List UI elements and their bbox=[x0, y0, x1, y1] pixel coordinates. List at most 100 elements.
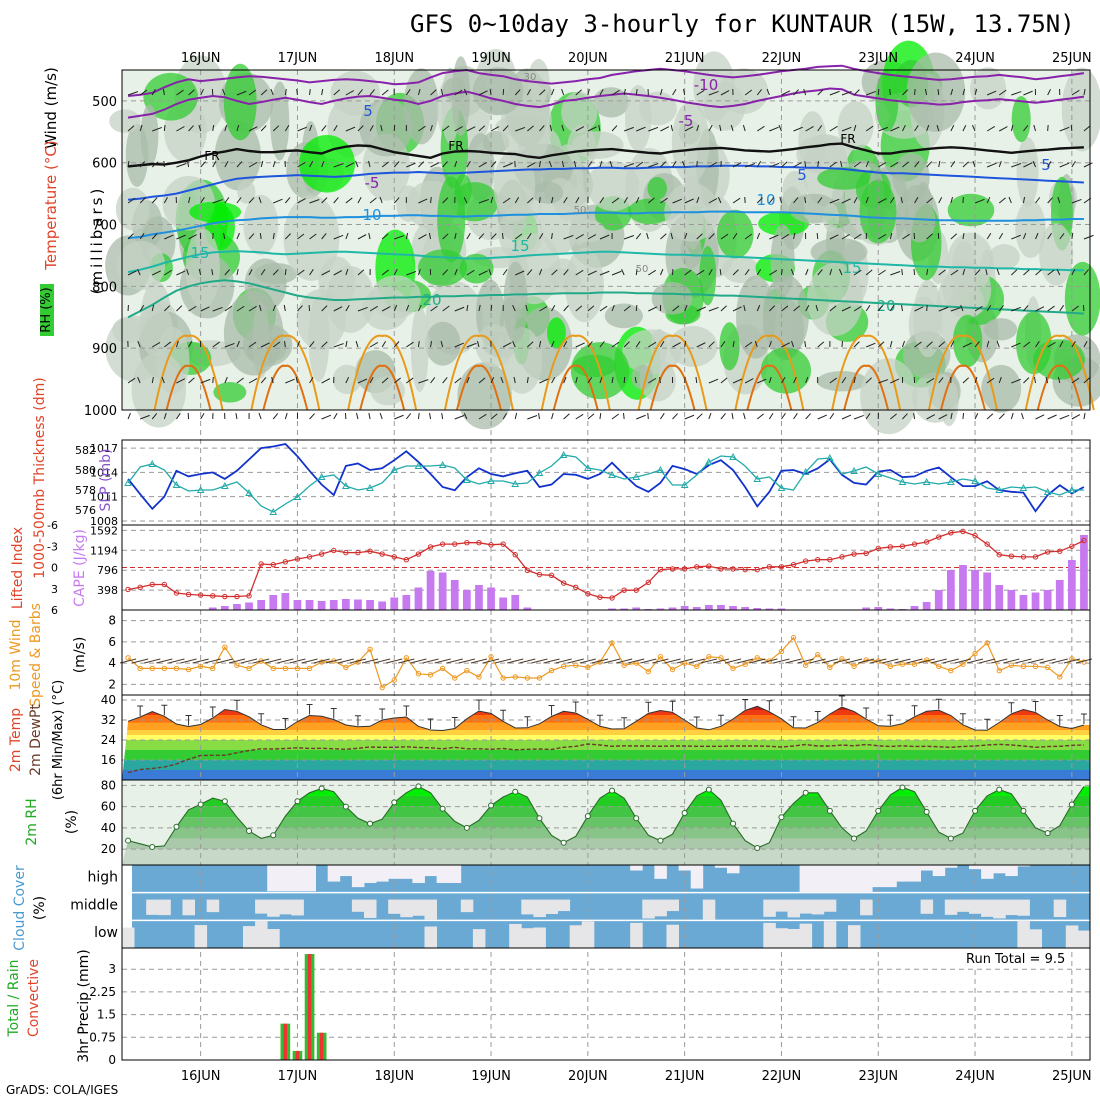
wind-barb bbox=[599, 376, 603, 384]
lifted-index-point bbox=[766, 564, 773, 570]
wind-barb bbox=[878, 379, 889, 384]
wind-barb bbox=[793, 376, 797, 384]
lifted-index-point bbox=[379, 551, 385, 557]
wind-barb bbox=[793, 197, 799, 204]
wind-barb bbox=[1071, 198, 1082, 204]
wind-barb bbox=[164, 341, 172, 348]
wind-barb bbox=[369, 89, 375, 96]
middle-cloud-gap bbox=[1017, 899, 1030, 916]
wind-barb bbox=[405, 304, 410, 312]
high-cloud-gap bbox=[291, 865, 304, 892]
contour-label: FR bbox=[448, 139, 463, 153]
precip-tick-3: 3 bbox=[108, 962, 116, 976]
wind-barb bbox=[768, 340, 772, 348]
wind-barb bbox=[502, 125, 509, 132]
wind-barb bbox=[901, 304, 903, 312]
lifted-index-point bbox=[984, 541, 990, 547]
wind-barb bbox=[259, 232, 262, 240]
wind-barb bbox=[369, 124, 374, 132]
thickness-point bbox=[342, 481, 350, 489]
high-cloud-gap bbox=[364, 865, 377, 883]
middle-cloud-gap bbox=[654, 899, 667, 917]
high-cloud-gap bbox=[630, 865, 643, 871]
wind-barb bbox=[1071, 414, 1081, 420]
middle-cloud-gap bbox=[279, 899, 292, 915]
wind-barb bbox=[284, 340, 286, 348]
wind-barb bbox=[974, 376, 978, 384]
wind-barb bbox=[805, 413, 811, 420]
wind-barb bbox=[1070, 124, 1073, 132]
wind-speed-point bbox=[391, 677, 397, 683]
wind-barb bbox=[611, 125, 618, 132]
wind-barb bbox=[889, 232, 893, 240]
wind-barb bbox=[200, 412, 205, 420]
high-cloud-gap bbox=[351, 865, 365, 888]
cape-bar bbox=[269, 595, 278, 610]
wind-barb bbox=[152, 270, 162, 276]
wind-barb bbox=[781, 413, 786, 420]
contour-label: 15 bbox=[510, 237, 529, 255]
rh-point bbox=[705, 786, 712, 793]
thickness-point bbox=[1019, 483, 1028, 491]
thickness-point bbox=[245, 488, 253, 496]
wind-barb bbox=[309, 341, 315, 348]
wind-barb bbox=[454, 89, 463, 96]
wind-barb bbox=[865, 125, 874, 132]
cape-bar bbox=[946, 570, 955, 610]
wind-barb bbox=[563, 376, 567, 384]
wind-barb bbox=[696, 269, 705, 276]
lifted-index-point bbox=[1069, 543, 1075, 549]
wind-barb bbox=[648, 269, 657, 276]
wind-barb bbox=[430, 196, 432, 204]
wind-barb bbox=[478, 125, 486, 132]
lifted-index-point bbox=[270, 561, 276, 568]
middle-cloud-gap bbox=[545, 899, 558, 915]
wind-barb bbox=[684, 198, 694, 204]
low-cloud-gap bbox=[1029, 929, 1042, 948]
cloud-row-high: high bbox=[87, 870, 118, 886]
wind-speed-point bbox=[766, 658, 773, 664]
wind-barb bbox=[211, 268, 214, 276]
wind-barb bbox=[538, 160, 541, 168]
rh-point bbox=[1068, 801, 1075, 808]
lifted-index-point bbox=[669, 566, 676, 572]
wind-barb bbox=[454, 414, 465, 420]
low-cloud-gap bbox=[521, 928, 534, 948]
temp-label: 2m Temp bbox=[8, 708, 24, 772]
thickness-tick-576: 576 bbox=[75, 504, 96, 517]
wind-barb bbox=[865, 413, 871, 420]
rh-blob bbox=[572, 131, 624, 159]
wind-barb bbox=[321, 378, 331, 384]
precip-conv-bar bbox=[307, 954, 312, 1060]
wind-barb bbox=[1023, 90, 1033, 96]
wind-barb bbox=[720, 305, 727, 312]
surface-wind-barb bbox=[1063, 658, 1080, 664]
wind-barb bbox=[937, 88, 940, 96]
rh-blob bbox=[719, 322, 740, 371]
wind-barb bbox=[454, 160, 458, 168]
wind-barb bbox=[623, 305, 631, 312]
wind-barb bbox=[161, 376, 165, 384]
wind-barb bbox=[430, 305, 438, 312]
wind-barb bbox=[647, 412, 649, 420]
wind-barb bbox=[463, 196, 468, 204]
surface-wind-barb bbox=[398, 658, 415, 664]
rh-tick-80: 80 bbox=[101, 778, 116, 792]
rh-blob bbox=[254, 262, 298, 285]
cape-bar bbox=[995, 585, 1004, 610]
wind-barb bbox=[670, 232, 674, 240]
wind-barb bbox=[514, 89, 521, 96]
cape-bar bbox=[281, 593, 290, 610]
warm-contour-outer bbox=[927, 334, 998, 411]
wind-barb bbox=[1071, 268, 1076, 276]
wind-barb bbox=[890, 271, 901, 276]
wind-speed-point bbox=[790, 634, 797, 641]
high-cloud-gap bbox=[920, 865, 934, 871]
wind-barb bbox=[527, 162, 536, 168]
wind-barb bbox=[357, 234, 367, 240]
wind-barb bbox=[551, 376, 556, 384]
wind-barb bbox=[599, 160, 603, 168]
cape-bar bbox=[704, 605, 713, 610]
surface-wind-barb bbox=[168, 658, 185, 664]
wind-barb bbox=[1083, 125, 1091, 132]
